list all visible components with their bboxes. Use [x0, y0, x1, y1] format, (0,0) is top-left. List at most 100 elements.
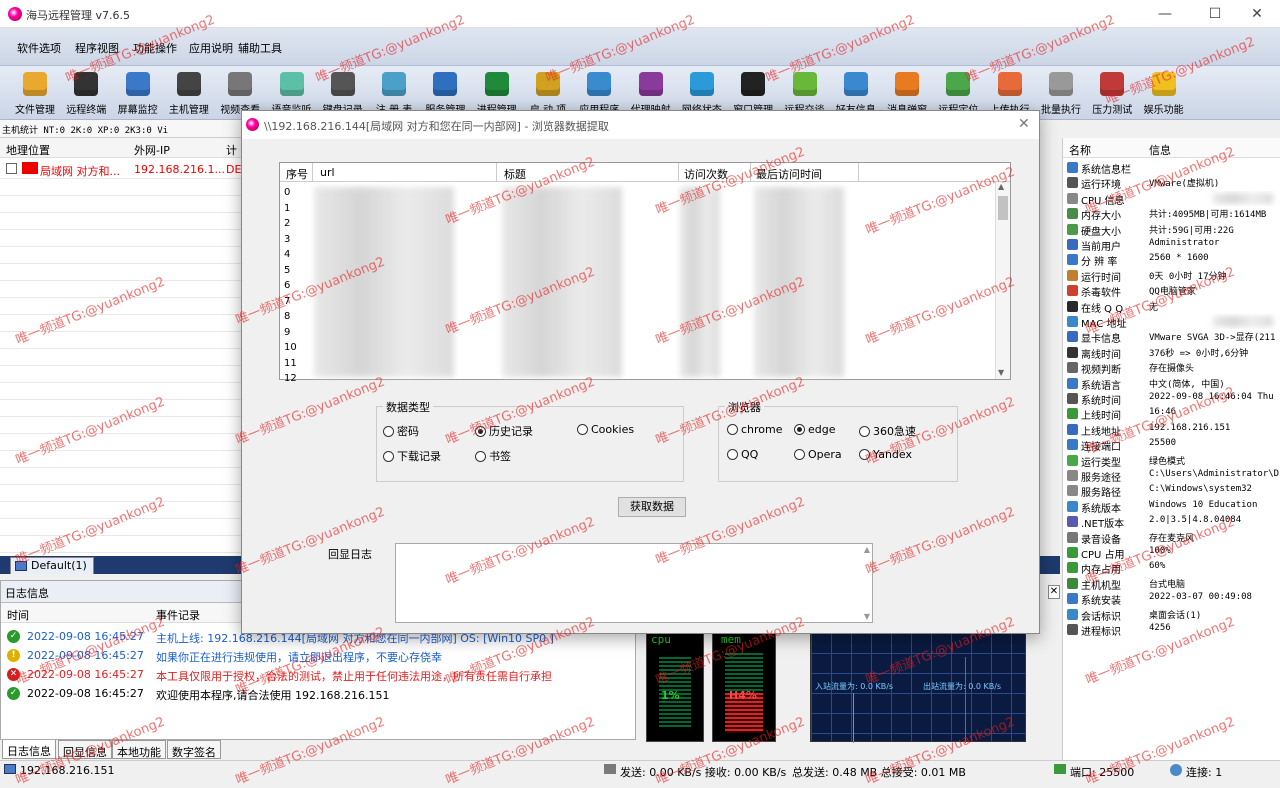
- host-checkbox[interactable]: [6, 163, 17, 174]
- grid-line: [0, 348, 250, 349]
- scroll-thumb[interactable]: [998, 196, 1008, 220]
- menu-software-options[interactable]: 软件选项: [17, 42, 61, 55]
- traffic-line: [853, 693, 854, 743]
- log-row: ✓ 2022-09-08 16:45:27 主机上线: 192.168.216.14…: [1, 627, 637, 646]
- menu-aux-tools[interactable]: 辅助工具: [238, 42, 282, 55]
- log-column-time[interactable]: 时间: [7, 609, 29, 622]
- log-row: ! 2022-09-08 16:45:27 如果你正在进行违规使用，请立即退出程序，…: [1, 646, 637, 665]
- info-column-value[interactable]: 信息: [1149, 144, 1171, 157]
- scroll-down-icon[interactable]: ▼: [863, 612, 870, 621]
- toolbar-button-2[interactable]: 远程终端: [57, 66, 115, 120]
- log-column-event[interactable]: 事件记录: [156, 609, 200, 622]
- monitor-close-icon[interactable]: ✕: [1048, 585, 1060, 599]
- radio-opera[interactable]: Opera: [794, 448, 842, 461]
- menu-program-view[interactable]: 程序视图: [75, 42, 119, 55]
- info-name: 视频判断: [1081, 365, 1121, 376]
- radio-qq[interactable]: QQ: [727, 448, 758, 461]
- radio-yandex[interactable]: Yandex: [859, 448, 912, 461]
- url-table-scrollbar[interactable]: ▲ ▼: [995, 182, 1010, 379]
- info-row-icon: [1067, 254, 1078, 266]
- info-column-name[interactable]: 名称: [1069, 144, 1091, 157]
- grid-line: [0, 467, 250, 468]
- tab-log-info[interactable]: 日志信息: [2, 740, 56, 759]
- menu-function-operations[interactable]: 功能操作: [133, 42, 177, 55]
- mem-bar-fill: [725, 693, 763, 733]
- url-row-index: 6: [284, 280, 291, 291]
- toolbar-button-5[interactable]: 视频查看: [211, 66, 269, 120]
- radio-history[interactable]: 历史记录: [475, 423, 533, 439]
- radio-password[interactable]: 密码: [383, 423, 419, 439]
- tab-digital-signature[interactable]: 数字签名: [167, 740, 221, 759]
- column-title[interactable]: 标题: [504, 168, 526, 181]
- info-row-icon: [1067, 485, 1078, 497]
- fetch-data-button[interactable]: 获取数据: [618, 497, 686, 517]
- tab-default-group[interactable]: Default(1): [10, 557, 94, 574]
- radio-bookmarks[interactable]: 书签: [475, 448, 511, 464]
- radio-chrome[interactable]: chrome: [727, 423, 783, 436]
- info-row-icon: [1067, 562, 1078, 574]
- toolbar-button-1[interactable]: 文件管理: [6, 66, 64, 120]
- echo-log-label: 回显日志: [328, 548, 372, 561]
- host-row[interactable]: 局域网 对方和... 192.168.216.1... DE: [0, 160, 250, 178]
- tab-local-functions[interactable]: 本地功能: [112, 740, 166, 759]
- grid-line: [0, 314, 250, 315]
- info-row: 服务途径 C:\Users\Administrator\D: [1063, 468, 1280, 483]
- column-location[interactable]: 地理位置: [6, 144, 50, 157]
- menu-app-help[interactable]: 应用说明: [189, 42, 233, 55]
- mem-value: H4%: [729, 689, 757, 702]
- minimize-button[interactable]: —: [1158, 6, 1172, 22]
- status-totals: 总发送: 0.48 MB 总接受: 0.01 MB: [792, 766, 966, 779]
- info-value: VMware(虚拟机): [1149, 179, 1220, 190]
- scroll-up-icon[interactable]: ▲: [863, 545, 870, 554]
- url-row-index: 8: [284, 311, 291, 322]
- cpu-bar: [659, 657, 691, 727]
- info-row-icon: [1067, 470, 1078, 481]
- toolbar-button-23[interactable]: 娱乐功能: [1135, 66, 1193, 120]
- info-row-icon: [1067, 531, 1078, 543]
- proxy-icon: [638, 72, 663, 96]
- scroll-up-icon[interactable]: ▲: [998, 182, 1005, 191]
- info-row: 上线地址 192.168.216.151: [1063, 422, 1280, 437]
- column-computer[interactable]: 计: [226, 144, 237, 157]
- toolbar-button-22[interactable]: 压力测试: [1083, 66, 1141, 120]
- info-row: 主机机型 台式电脑: [1063, 576, 1280, 591]
- radio-360-label: 360急速: [873, 425, 916, 438]
- startup-icon: [536, 72, 560, 96]
- stress-test-icon: [1100, 72, 1125, 96]
- info-value: 4256: [1149, 623, 1171, 633]
- info-row-icon: [1067, 269, 1078, 281]
- column-visit-count[interactable]: 访问次数: [684, 168, 728, 181]
- column-index[interactable]: 序号: [286, 168, 308, 181]
- status-bar: 192.168.216.151 发送: 0.00 KB/s 接收: 0.00 K…: [0, 760, 1280, 779]
- info-row: 录音设备 存在麦克风: [1063, 530, 1280, 545]
- url-row-index: 4: [284, 249, 291, 260]
- tab-echo-info[interactable]: 回显信息: [58, 740, 112, 759]
- column-last-visit[interactable]: 最后访问时间: [756, 168, 822, 181]
- radio-edge[interactable]: edge: [794, 423, 836, 436]
- scroll-down-icon[interactable]: ▼: [998, 368, 1005, 377]
- radio-cookies[interactable]: Cookies: [577, 423, 634, 436]
- column-url[interactable]: url: [320, 166, 335, 179]
- info-value: 存在摄像头: [1149, 364, 1195, 375]
- url-row-index: 7: [284, 295, 291, 307]
- toolbar-button-21[interactable]: 批量执行: [1032, 66, 1090, 120]
- column-ip[interactable]: 外网-IP: [134, 144, 170, 157]
- toolbar-button-4[interactable]: 主机管理: [160, 66, 218, 120]
- computer-icon: [4, 764, 16, 774]
- close-button[interactable]: ✕: [1251, 6, 1263, 22]
- port-icon: [1054, 764, 1066, 774]
- contacts-icon: [843, 72, 868, 96]
- info-row-icon: [1067, 177, 1078, 189]
- info-row-icon: [1067, 393, 1078, 404]
- maximize-button[interactable]: ☐: [1208, 6, 1222, 22]
- toolbar-button-label: 主机管理: [168, 105, 209, 116]
- dialog-close-button[interactable]: ✕: [1018, 116, 1030, 132]
- echo-log-textbox[interactable]: ▲ ▼: [395, 543, 873, 623]
- info-row: 会话标识 桌面会话(1): [1063, 607, 1280, 622]
- info-name: 上线地址: [1081, 426, 1121, 438]
- info-name: 系统语言: [1081, 380, 1121, 391]
- radio-downloads[interactable]: 下载记录: [383, 448, 441, 464]
- process-icon: [484, 72, 509, 96]
- toolbar-button-3[interactable]: 屏幕监控: [109, 66, 167, 120]
- radio-360[interactable]: 360急速: [859, 423, 916, 439]
